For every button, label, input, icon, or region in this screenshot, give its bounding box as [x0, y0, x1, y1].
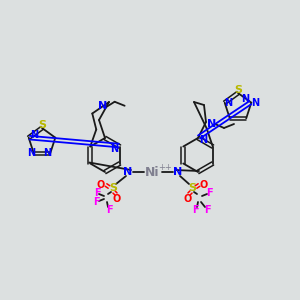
Text: N: N — [173, 167, 183, 177]
Text: F: F — [192, 205, 198, 215]
Text: S: S — [109, 183, 117, 193]
Text: N: N — [241, 94, 249, 104]
Text: F: F — [93, 197, 99, 207]
Text: N: N — [199, 135, 207, 145]
Text: O: O — [97, 180, 105, 190]
Text: N: N — [98, 101, 107, 111]
Text: N: N — [207, 119, 217, 129]
Text: O: O — [113, 194, 121, 204]
Text: N: N — [123, 167, 133, 177]
Text: S: S — [38, 120, 46, 130]
Text: S: S — [188, 183, 196, 193]
Text: F: F — [206, 188, 212, 198]
Text: N: N — [43, 148, 51, 158]
Text: Ni: Ni — [145, 166, 159, 178]
Text: O: O — [200, 180, 208, 190]
Text: F: F — [106, 205, 112, 215]
Text: ++: ++ — [158, 164, 172, 172]
Text: O: O — [184, 194, 192, 204]
Text: N: N — [225, 98, 233, 108]
Text: N: N — [31, 130, 39, 140]
Text: N: N — [110, 143, 118, 154]
Text: N: N — [251, 98, 260, 108]
Text: N: N — [27, 148, 35, 158]
Text: F: F — [94, 188, 100, 198]
Text: F: F — [204, 205, 210, 215]
Text: S: S — [234, 85, 242, 95]
